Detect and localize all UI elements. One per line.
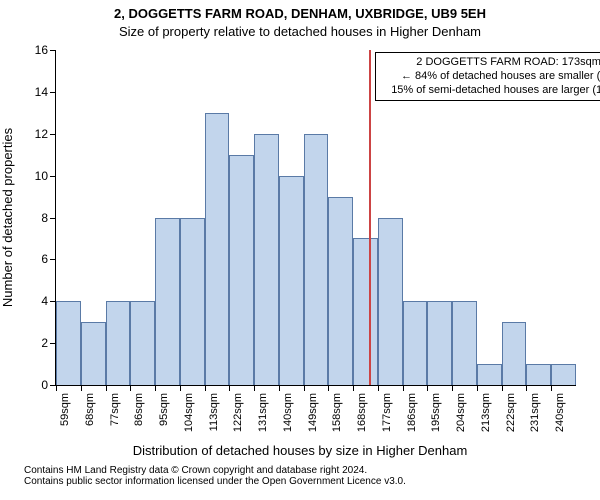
x-tick-label: 140sqm <box>282 393 294 432</box>
chart-container: 2, DOGGETTS FARM ROAD, DENHAM, UXBRIDGE,… <box>0 0 600 500</box>
annotation-box: 2 DOGGETTS FARM ROAD: 173sqm ← 84% of de… <box>375 52 600 101</box>
x-tick-label: 195sqm <box>430 393 442 432</box>
x-tick-label: 95sqm <box>158 393 170 426</box>
footer-line-1: Contains HM Land Registry data © Crown c… <box>24 465 600 476</box>
y-tick-label: 8 <box>41 211 56 225</box>
bar <box>403 301 428 385</box>
bar <box>180 218 205 386</box>
chart-title-line1: 2, DOGGETTS FARM ROAD, DENHAM, UXBRIDGE,… <box>0 6 600 21</box>
bar <box>56 301 81 385</box>
x-tick-label: 131sqm <box>257 393 269 432</box>
bar <box>254 134 279 385</box>
x-tick-label: 113sqm <box>208 393 220 431</box>
x-axis-label: Distribution of detached houses by size … <box>0 443 600 458</box>
annotation-line-2: ← 84% of detached houses are smaller (90… <box>379 70 600 84</box>
bar <box>328 197 353 385</box>
bar <box>229 155 254 385</box>
x-tick <box>81 385 82 391</box>
footer-attribution: Contains HM Land Registry data © Crown c… <box>24 465 600 487</box>
x-tick <box>180 385 181 391</box>
x-tick-label: 104sqm <box>183 393 195 432</box>
x-tick <box>106 385 107 391</box>
x-tick <box>378 385 379 391</box>
footer-line-2: Contains public sector information licen… <box>24 476 600 487</box>
bar <box>304 134 329 385</box>
bar <box>378 218 403 386</box>
x-tick <box>353 385 354 391</box>
x-tick <box>452 385 453 391</box>
x-tick-label: 158sqm <box>331 393 343 432</box>
x-tick-label: 204sqm <box>455 393 467 432</box>
bar <box>477 364 502 385</box>
x-tick-label: 68sqm <box>84 393 96 426</box>
annotation-line-3: 15% of semi-detached houses are larger (… <box>379 84 600 98</box>
x-tick <box>254 385 255 391</box>
x-tick-label: 122sqm <box>232 393 244 432</box>
x-tick-label: 231sqm <box>529 393 541 432</box>
y-tick-label: 14 <box>35 85 56 99</box>
x-tick-label: 222sqm <box>505 393 517 432</box>
bar <box>427 301 452 385</box>
bar <box>205 113 230 385</box>
x-tick <box>130 385 131 391</box>
x-tick-label: 149sqm <box>307 393 319 432</box>
x-tick-label: 168sqm <box>356 393 368 432</box>
property-marker-line <box>369 50 371 385</box>
y-tick-label: 4 <box>41 294 56 308</box>
x-tick <box>502 385 503 391</box>
x-tick <box>477 385 478 391</box>
x-tick-label: 86sqm <box>133 393 145 426</box>
x-tick <box>304 385 305 391</box>
bar <box>526 364 551 385</box>
bar <box>130 301 155 385</box>
x-tick <box>205 385 206 391</box>
x-tick-label: 59sqm <box>59 393 71 426</box>
x-tick-label: 77sqm <box>109 393 121 426</box>
x-tick <box>328 385 329 391</box>
x-tick <box>403 385 404 391</box>
bar <box>155 218 180 386</box>
plot-area: 0246810121416 59sqm68sqm77sqm86sqm95sqm1… <box>55 50 576 386</box>
x-tick <box>551 385 552 391</box>
x-tick <box>155 385 156 391</box>
x-tick-label: 186sqm <box>406 393 418 432</box>
x-tick-label: 213sqm <box>480 393 492 432</box>
bar <box>106 301 131 385</box>
y-tick-label: 0 <box>41 378 56 392</box>
y-tick-label: 6 <box>41 252 56 266</box>
y-tick-label: 2 <box>41 336 56 350</box>
x-tick <box>56 385 57 391</box>
bar <box>502 322 527 385</box>
bar <box>279 176 304 385</box>
bar <box>353 238 378 385</box>
bar <box>551 364 576 385</box>
annotation-line-1: 2 DOGGETTS FARM ROAD: 173sqm <box>379 56 600 70</box>
x-tick <box>229 385 230 391</box>
bar <box>81 322 106 385</box>
y-axis-label: Number of detached properties <box>0 50 15 385</box>
x-tick-label: 240sqm <box>554 393 566 432</box>
y-tick-label: 16 <box>35 43 56 57</box>
x-tick <box>427 385 428 391</box>
chart-title-line2: Size of property relative to detached ho… <box>0 24 600 39</box>
x-tick <box>279 385 280 391</box>
x-tick-label: 177sqm <box>381 393 393 432</box>
bar <box>452 301 477 385</box>
y-tick-label: 12 <box>35 127 56 141</box>
y-tick-label: 10 <box>35 169 56 183</box>
x-tick <box>526 385 527 391</box>
